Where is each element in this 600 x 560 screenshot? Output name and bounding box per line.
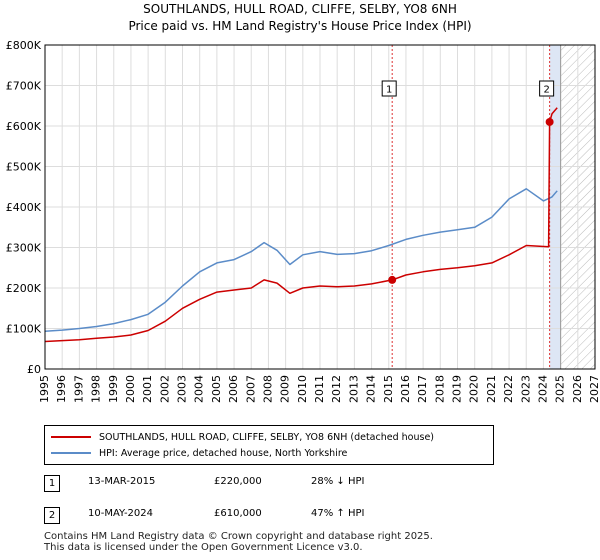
x-tick-label: 2003 [176,375,189,403]
sale-badge: 2 [44,507,60,524]
x-tick-label: 2010 [296,375,309,403]
sale-date: 10-MAY-2024 [88,508,154,519]
chart-title: SOUTHLANDS, HULL ROAD, CLIFFE, SELBY, YO… [143,2,457,16]
x-tick-label: 2018 [433,375,446,403]
x-tick-label: 2008 [261,375,274,403]
chart-subtitle: Price paid vs. HM Land Registry's House … [128,19,472,33]
chart-area: 1 2 £0 £100K £200K £300K £400K £500K £600K £700K… [6,39,600,403]
x-tick-label: 2025 [554,375,567,403]
x-tick-label: 2022 [502,375,515,403]
x-tick-label: 2007 [244,375,257,403]
x-tick-label: 1997 [72,375,85,403]
y-tick-label: £700K [6,80,42,93]
sale-row: 2 10-MAY-2024 £610,000 47% ↑ HPI [44,505,524,527]
legend-item-price: SOUTHLANDS, HULL ROAD, CLIFFE, SELBY, YO… [51,430,434,444]
sale-badge-marker [539,80,555,97]
plot-frame [44,44,596,370]
x-tick-label: 2027 [588,375,600,403]
x-tick-label: 2023 [519,375,532,403]
sale-badge: 1 [44,475,60,492]
sale-row: 1 13-MAR-2015 £220,000 28% ↓ HPI [44,473,524,495]
sale-price: £610,000 [214,508,262,519]
x-tick-label: 2024 [536,375,549,403]
x-tick-label: 2021 [485,375,498,403]
x-tick-label: 2002 [158,375,171,403]
legend-item-hpi: HPI: Average price, detached house, Nort… [51,446,347,460]
x-tick-label: 2000 [124,375,137,403]
footer: Contains HM Land Registry data © Crown c… [44,531,433,553]
legend-swatch-hpi [51,452,91,454]
x-tick-label: 2011 [313,375,326,403]
sale-point [545,117,554,126]
x-tick-label: 2016 [399,375,412,403]
legend: SOUTHLANDS, HULL ROAD, CLIFFE, SELBY, YO… [44,425,494,465]
legend-swatch-price [51,436,91,438]
y-tick-label: £500K [6,161,42,174]
y-tick-label: £300K [6,242,42,255]
x-tick-label: 1995 [38,375,51,403]
footer-line-1: Contains HM Land Registry data © Crown c… [44,531,433,542]
x-tick-label: 2014 [365,375,378,403]
x-tick-label: 1998 [90,375,103,403]
sale-price: £220,000 [214,476,262,487]
y-tick-label: £800K [6,39,42,52]
x-tick-label: 2012 [330,375,343,403]
sale-date: 13-MAR-2015 [88,476,156,487]
sale-badge-label: 2 [543,85,549,96]
legend-label-hpi: HPI: Average price, detached house, Nort… [99,447,348,459]
x-tick-label: 2004 [193,375,206,403]
sale-hpi-change: 28% ↓ HPI [311,476,365,487]
y-tick-label: £600K [6,120,42,133]
footer-line-2: This data is licensed under the Open Gov… [44,542,363,553]
x-tick-label: 2006 [227,375,240,403]
legend-label-price: SOUTHLANDS, HULL ROAD, CLIFFE, SELBY, YO… [99,431,435,443]
x-tick-label: 2015 [382,375,395,403]
sale-hpi-change: 47% ↑ HPI [311,508,365,519]
x-tick-label: 2019 [451,375,464,403]
y-tick-label: £200K [6,282,42,295]
x-tick-label: 2017 [416,375,429,403]
x-tick-label: 1996 [55,375,68,403]
sale-badge-marker [381,80,397,97]
x-tick-label: 2020 [468,375,481,403]
y-tick-label: £0 [27,363,41,376]
x-tick-label: 1999 [107,375,120,403]
sale-point [388,275,397,284]
x-tick-label: 2009 [279,375,292,403]
x-tick-label: 2005 [210,375,223,403]
hpi-line [44,188,558,333]
y-tick-label: £400K [6,201,42,214]
x-tick-label: 2001 [141,375,154,403]
price-paid-line [44,107,558,343]
x-tick-label: 2013 [347,375,360,403]
x-tick-label: 2026 [571,375,584,403]
sale-badge-label: 1 [386,85,392,96]
y-tick-label: £100K [6,323,42,336]
